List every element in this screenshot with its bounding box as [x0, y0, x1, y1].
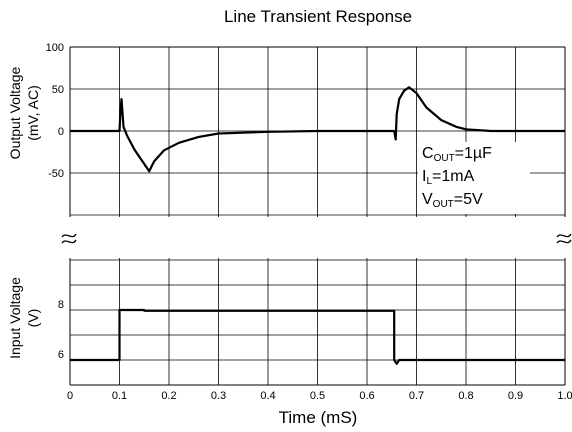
x-tick-label: 0.8 — [458, 390, 473, 402]
x-tick-label: 0.1 — [112, 390, 127, 402]
x-tick-label: 0.7 — [409, 390, 424, 402]
x-tick-labels: 0 0.1 0.2 0.3 0.4 0.5 0.6 0.7 0.8 0.9 1.0 — [67, 390, 572, 402]
x-tick-label: 0.9 — [508, 390, 523, 402]
x-tick-label: 1.0 — [557, 390, 572, 402]
annotation-background — [418, 142, 530, 214]
input-y-label-line1: Input Voltage — [7, 277, 23, 359]
x-tick-label: 0.4 — [260, 390, 275, 402]
annotation-line: VOUT=5V — [422, 191, 483, 210]
output-voltage-trace — [70, 86, 565, 173]
break-mark — [556, 233, 572, 238]
output-y-label-line1: Output Voltage — [7, 66, 23, 159]
condition-annotation: COUT=1µF IL=1mA VOUT=5V — [418, 142, 530, 214]
x-axis-label: Time (mS) — [279, 408, 358, 427]
input-y-label-line2: (V) — [25, 309, 41, 328]
break-mark — [61, 233, 77, 238]
y-tick-label: 6 — [58, 349, 64, 361]
y-tick-label: 8 — [58, 299, 64, 311]
y-tick-label: 0 — [58, 126, 64, 138]
y-tick-label: 100 — [46, 42, 64, 54]
y-tick-label: -50 — [48, 168, 64, 180]
break-mark — [556, 239, 572, 244]
output-y-tick-labels: 100 50 0 -50 — [46, 42, 64, 180]
x-tick-label: 0.5 — [310, 390, 325, 402]
x-tick-label: 0.3 — [211, 390, 226, 402]
output-y-label-line2: (mV, AC) — [25, 85, 41, 141]
x-tick-label: 0 — [67, 390, 73, 402]
input-voltage-trace — [70, 308, 565, 365]
annotation-line: IL=1mA — [422, 168, 475, 187]
x-tick-label: 0.6 — [359, 390, 374, 402]
break-mark — [61, 239, 77, 244]
y-tick-label: 50 — [52, 84, 64, 96]
input-y-tick-labels: 86 — [58, 299, 64, 361]
axis-break-marks — [61, 233, 572, 244]
annotation-line: COUT=1µF — [422, 145, 492, 164]
chart-title: Line Transient Response — [224, 7, 412, 26]
x-tick-label: 0.2 — [161, 390, 176, 402]
